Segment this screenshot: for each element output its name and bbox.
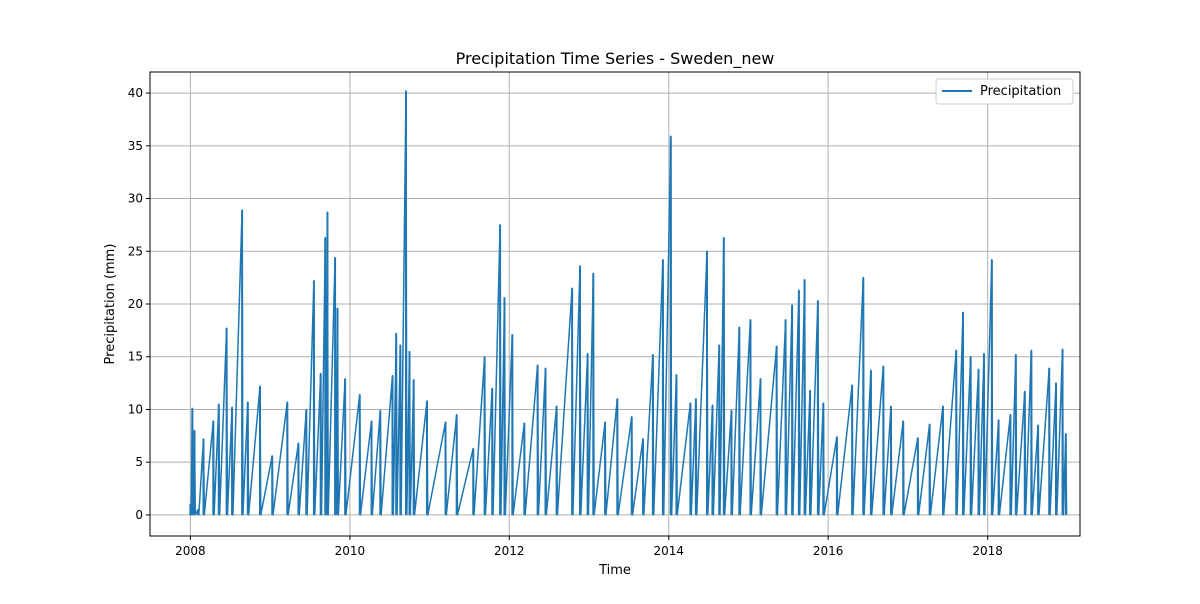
y-tick-label: 20: [128, 297, 143, 311]
legend-box: [935, 78, 1074, 105]
x-axis-label: Time: [598, 563, 631, 578]
y-tick-label: 30: [128, 192, 143, 206]
legend: Precipitation: [935, 78, 1074, 105]
y-tick-label: 35: [128, 139, 143, 153]
y-axis-label: Precipitation (mm): [103, 244, 118, 365]
legend-label: Precipitation: [980, 84, 1061, 99]
y-tick-label: 0: [135, 508, 143, 522]
y-tick-label: 15: [128, 350, 143, 364]
x-tick-label: 2008: [175, 544, 206, 558]
y-tick-label: 40: [128, 86, 143, 100]
x-tick-label: 2018: [972, 544, 1003, 558]
y-axis: 0 5 10 15 20 25 30 35 40: [128, 86, 150, 522]
chart-title: Precipitation Time Series - Sweden_new: [456, 49, 775, 69]
x-axis: 2008 2010 2012 2014 2016 2018: [175, 536, 1003, 558]
x-tick-label: 2016: [813, 544, 844, 558]
y-tick-label: 5: [135, 455, 143, 469]
x-tick-label: 2010: [335, 544, 366, 558]
y-tick-label: 25: [128, 244, 143, 258]
x-tick-label: 2012: [494, 544, 525, 558]
x-tick-label: 2014: [654, 544, 685, 558]
y-tick-label: 10: [128, 402, 143, 416]
series-layer: [189, 90, 1068, 516]
